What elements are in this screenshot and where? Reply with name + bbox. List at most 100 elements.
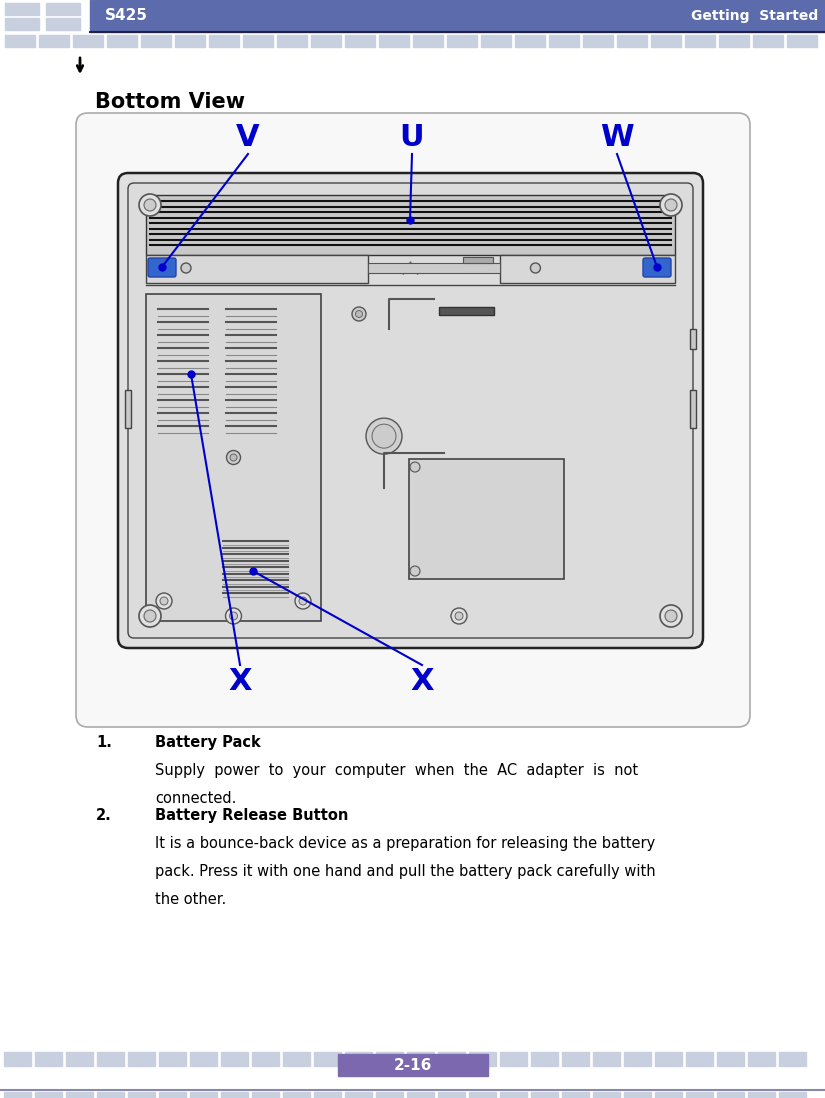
Circle shape (366, 418, 402, 455)
FancyBboxPatch shape (148, 258, 176, 277)
Bar (190, 1052, 217, 1066)
Bar (39, 35, 69, 47)
Bar (141, 35, 171, 47)
Bar (46, 3, 80, 15)
Text: 1.: 1. (96, 735, 112, 750)
Bar (314, 1093, 341, 1098)
Bar (481, 35, 511, 47)
Text: connected.: connected. (155, 791, 237, 806)
Bar (531, 1052, 558, 1066)
Circle shape (665, 199, 677, 211)
Bar (46, 18, 80, 30)
Bar (593, 1093, 620, 1098)
Circle shape (295, 593, 311, 609)
Bar (438, 1052, 465, 1066)
Bar (376, 1093, 403, 1098)
Text: Battery Pack: Battery Pack (155, 735, 261, 750)
Text: X: X (229, 666, 252, 696)
Bar (413, 35, 443, 47)
Bar (338, 1054, 488, 1076)
Bar (146, 294, 321, 621)
Circle shape (139, 605, 161, 627)
FancyBboxPatch shape (118, 173, 703, 648)
Bar (66, 1093, 93, 1098)
Bar (73, 35, 103, 47)
Circle shape (451, 608, 467, 624)
Bar (686, 1093, 713, 1098)
Bar (159, 1093, 186, 1098)
Bar (748, 1052, 775, 1066)
Text: 2.: 2. (96, 808, 111, 824)
Bar (719, 35, 749, 47)
Circle shape (227, 450, 241, 464)
Bar (447, 35, 477, 47)
Bar (159, 1052, 186, 1066)
Circle shape (410, 567, 420, 576)
Bar (717, 1052, 744, 1066)
Bar (252, 1093, 279, 1098)
Bar (190, 1093, 217, 1098)
Bar (690, 329, 696, 349)
Bar (655, 1093, 682, 1098)
Bar (685, 35, 715, 47)
Circle shape (372, 424, 396, 448)
Bar (128, 1093, 155, 1098)
Circle shape (144, 199, 156, 211)
Bar (515, 35, 545, 47)
Bar (469, 1052, 496, 1066)
Text: Getting  Started: Getting Started (691, 9, 818, 23)
Bar (345, 35, 375, 47)
FancyBboxPatch shape (128, 183, 693, 638)
Circle shape (156, 593, 172, 609)
Bar (4, 1052, 31, 1066)
Circle shape (230, 453, 237, 461)
Bar (779, 1093, 806, 1098)
Bar (469, 1093, 496, 1098)
Bar (66, 1052, 93, 1066)
Circle shape (181, 264, 191, 273)
Text: W: W (601, 123, 634, 152)
Bar (4, 1093, 31, 1098)
Text: It is a bounce-back device as a preparation for releasing the battery: It is a bounce-back device as a preparat… (155, 836, 655, 851)
Bar (655, 1052, 682, 1066)
Circle shape (665, 610, 677, 621)
Text: the other.: the other. (155, 892, 226, 907)
Bar (624, 1093, 651, 1098)
Text: Battery Release Button: Battery Release Button (155, 808, 348, 824)
Circle shape (144, 610, 156, 621)
Bar (243, 35, 273, 47)
Bar (221, 1093, 248, 1098)
Bar (748, 1093, 775, 1098)
Bar (146, 255, 368, 283)
Bar (549, 35, 579, 47)
Text: V: V (236, 123, 260, 152)
Text: Bottom View: Bottom View (95, 92, 245, 112)
Bar (593, 1052, 620, 1066)
Bar (368, 264, 501, 273)
Bar (97, 1052, 124, 1066)
Bar (252, 1052, 279, 1066)
Bar (209, 35, 239, 47)
Bar (97, 1093, 124, 1098)
Circle shape (660, 194, 682, 216)
Bar (5, 35, 35, 47)
Circle shape (352, 307, 366, 321)
Bar (562, 1052, 589, 1066)
Circle shape (356, 311, 362, 317)
Circle shape (139, 194, 161, 216)
Bar (501, 255, 675, 283)
Bar (146, 195, 675, 255)
FancyBboxPatch shape (643, 258, 671, 277)
Bar (409, 459, 564, 579)
Bar (500, 1052, 527, 1066)
Bar (283, 1093, 310, 1098)
Circle shape (160, 597, 168, 605)
Bar (531, 1093, 558, 1098)
Bar (345, 1093, 372, 1098)
Circle shape (229, 612, 238, 620)
Bar (464, 257, 493, 264)
Bar (439, 307, 494, 315)
Bar (314, 1052, 341, 1066)
Text: S425: S425 (105, 9, 148, 23)
Bar (5, 3, 39, 15)
